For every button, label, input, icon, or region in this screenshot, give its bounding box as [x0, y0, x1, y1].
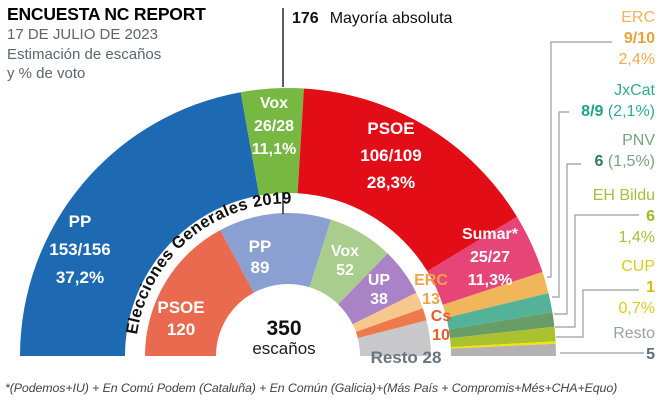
outer-segment-jxcat — [446, 293, 553, 330]
outer-segment-sumar — [427, 216, 543, 305]
outer-label-sumar-1: 25/27 — [470, 249, 510, 266]
inner-label-pp-0: PP — [249, 237, 272, 256]
legend: ERC 9/10 2,4% JxCat 8/9 (2,1%) PNV 6 (1,5%) EH … — [525, 0, 655, 403]
leader-line-pnv — [554, 163, 581, 315]
legend-ehbildu-name: EH Bildu — [592, 187, 655, 204]
outer-label-psoe-1: 106/109 — [360, 146, 421, 165]
legend-jxcat: JxCat 8/9 (2,1%) — [581, 80, 655, 122]
legend-ehbildu-value: 6 — [646, 208, 655, 225]
majority-annotation: 176 Mayoría absoluta — [292, 10, 452, 28]
leader-line-erc — [547, 41, 612, 278]
legend-jxcat-name: JxCat — [614, 82, 655, 99]
legend-resto-value: 5 — [646, 346, 655, 363]
footnote: *(Podemos+IU) + En Comú Podem (Cataluña)… — [5, 381, 618, 395]
legend-cup-name: CUP — [621, 258, 655, 275]
legend-pnv: PNV 6 (1,5%) — [595, 130, 655, 172]
legend-resto: Resto 5 — [613, 323, 655, 365]
legend-pnv-value: 6 (1,5%) — [594, 153, 655, 170]
inner-label-up-1: 38 — [370, 291, 388, 308]
header: ENCUESTA NC REPORT 17 DE JULIO DE 2023 E… — [7, 3, 206, 84]
outer-label-psoe-0: PSOE — [367, 119, 414, 138]
inner-label-up-0: UP — [368, 272, 391, 289]
inner-label-psoe-0: PSOE — [157, 298, 204, 317]
outer-segment-psoe — [297, 88, 517, 272]
inner-segment-psoe — [145, 230, 254, 356]
inner-segment-up — [338, 253, 417, 325]
majority-label: Mayoría absoluta — [329, 10, 453, 27]
inner-segment-vox — [309, 219, 388, 305]
legend-cup: CUP 1 0,7% — [619, 256, 655, 319]
legend-erc-pct: 2,4% — [618, 51, 655, 68]
legend-pnv-name: PNV — [622, 132, 655, 149]
outer-label-pp-0: PP — [69, 212, 92, 231]
inner-label-vox-0: Vox — [331, 243, 359, 260]
legend-erc-value: 9/10 — [623, 30, 655, 47]
legend-cup-pct: 0,7% — [618, 300, 655, 317]
inner-label-cs-0: Cs — [431, 308, 452, 325]
outer-label-vox-0: Vox — [260, 95, 288, 112]
outer-segment-ehbildu — [450, 326, 556, 348]
outer-label-sumar-2: 11,3% — [468, 272, 512, 289]
legend-ehbildu: EH Bildu 6 1,4% — [593, 185, 655, 248]
leader-line-cup — [556, 289, 639, 338]
outer-label-psoe-2: 28,3% — [367, 173, 415, 192]
inner-label-vox-1: 52 — [336, 262, 354, 279]
outer-label-sumar-0: Sumar* — [462, 226, 519, 243]
outer-label-vox-1: 26/28 — [254, 118, 294, 135]
inner-label-erc-0: ERC — [414, 272, 448, 289]
outer-segment-resto — [450, 343, 556, 356]
outer-label-pp-1: 153/156 — [49, 240, 110, 259]
inner-segment-erc — [352, 292, 423, 332]
outer-segment-cup — [450, 341, 556, 349]
inner-label-resto: Resto 28 — [371, 348, 442, 367]
outer-segment-erc — [442, 272, 549, 318]
inner-label-erc-1: 13 — [422, 291, 440, 308]
outer-label-vox-2: 11,1% — [252, 141, 296, 158]
outer-segment-pnv — [448, 312, 555, 339]
center-total: 350 — [266, 317, 301, 340]
inner-segment-cs — [355, 308, 427, 339]
header-subtitle-2: y % de voto — [7, 65, 86, 82]
outer-segment-vox — [240, 88, 304, 196]
header-date: 17 DE JULIO DE 2023 — [7, 26, 158, 43]
leader-line-ehbildu — [555, 214, 639, 328]
leader-line-jxcat — [552, 111, 569, 298]
legend-erc-name: ERC — [621, 9, 655, 26]
header-subtitle-1: Estimación de escaños — [7, 45, 162, 63]
center-unit: escaños — [252, 339, 315, 358]
inner-label-psoe-1: 120 — [167, 320, 195, 339]
majority-seats: 176 — [292, 10, 319, 27]
legend-erc: ERC 9/10 2,4% — [619, 7, 655, 70]
inner-segment-resto — [357, 320, 431, 356]
inner-label-cs-1: 10 — [432, 327, 450, 344]
legend-resto-name: Resto — [613, 325, 655, 342]
legend-jxcat-value: 8/9 (2,1%) — [581, 103, 655, 120]
legend-ehbildu-pct: 1,4% — [618, 229, 655, 246]
outer-label-pp-2: 37,2% — [56, 268, 104, 287]
legend-cup-value: 1 — [646, 279, 655, 296]
page-title: ENCUESTA NC REPORT — [7, 4, 206, 24]
inner-label-pp-1: 89 — [251, 258, 270, 277]
outer-segment-pp — [20, 92, 260, 356]
inner-segment-pp — [220, 212, 331, 293]
